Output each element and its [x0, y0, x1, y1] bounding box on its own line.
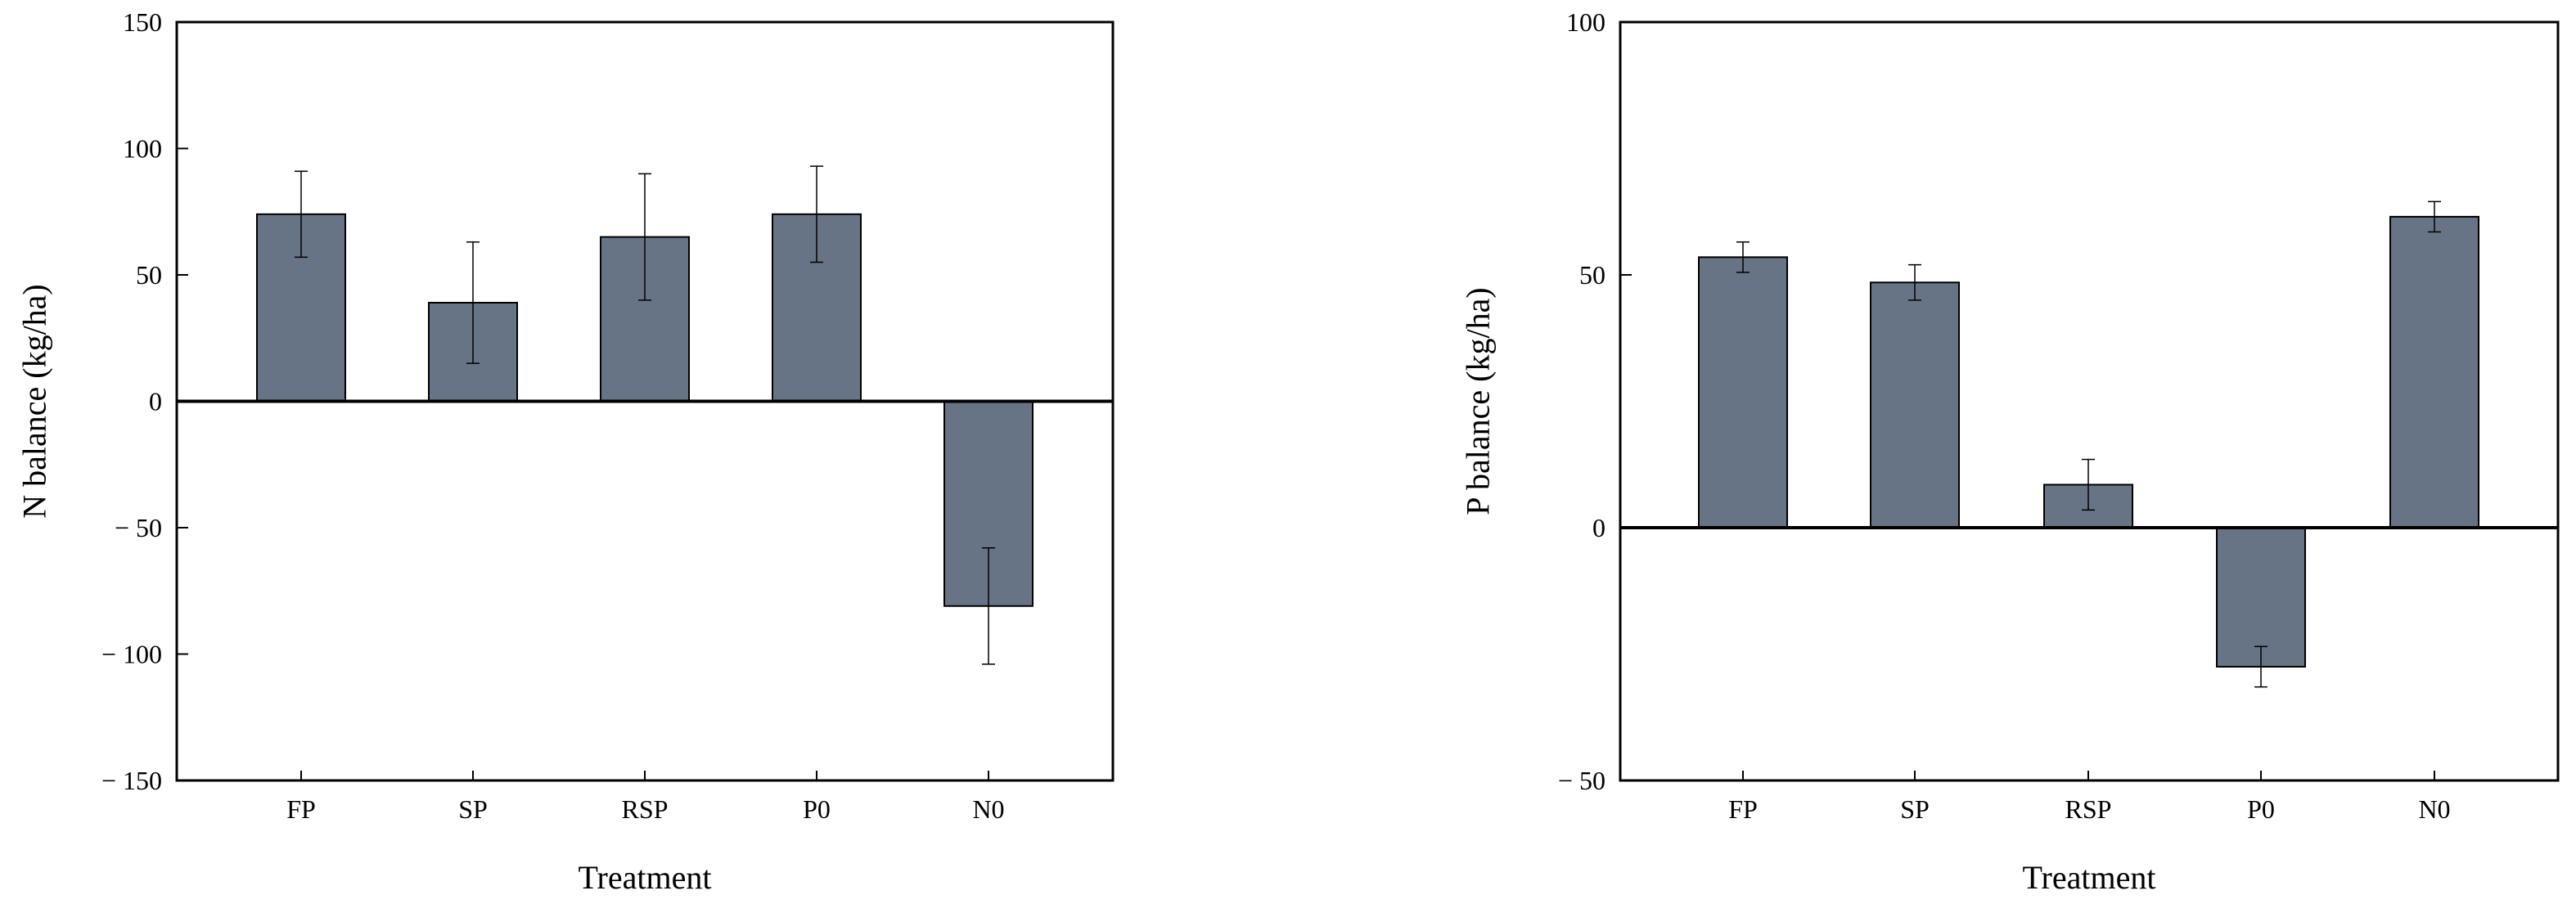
error-bar-sp — [1908, 263, 1921, 301]
error-bar-rsp — [638, 173, 651, 301]
p-balance-chart: FP SP RSP P0 N0 100 50 0 − 50 Treatment P balance … — [1460, 7, 2560, 896]
y-tick-label: 50 — [1579, 260, 1605, 290]
y-tick-label: 0 — [149, 387, 162, 416]
error-bar-rsp — [2082, 458, 2095, 511]
x-tick-label-p0: P0 — [2247, 794, 2275, 824]
x-tick-label-rsp: RSP — [2065, 794, 2112, 824]
y-tick-label: 100 — [123, 134, 162, 164]
x-tick-label-p0: P0 — [803, 794, 831, 824]
error-bar-p0 — [2254, 645, 2268, 688]
x-tick-label-n0: N0 — [972, 794, 1004, 824]
bar-sp — [1870, 281, 1960, 528]
y-tick-label: − 100 — [101, 640, 162, 669]
x-tick-label-fp: FP — [286, 794, 316, 824]
x-tick-label-fp: FP — [1728, 794, 1758, 824]
y-tick-label: − 50 — [115, 513, 162, 542]
x-tick-label-n0: N0 — [2418, 794, 2450, 824]
error-bar-n0 — [982, 546, 995, 665]
x-tick-label-sp: SP — [1900, 794, 1930, 824]
n-balance-chart: FP SP RSP P0 N0 150 100 50 0 − 50 − 100 − 150 Treatm… — [16, 7, 1115, 896]
y-tick-label: − 50 — [1558, 766, 1605, 795]
error-bar-sp — [466, 241, 480, 364]
y-tick-label: − 150 — [101, 766, 162, 795]
y-tick-label: 150 — [123, 7, 162, 37]
plot-frame — [1619, 20, 2560, 782]
y-axis-title: N balance (kg/ha) — [16, 284, 53, 519]
error-bar-n0 — [2428, 200, 2441, 233]
error-bar-p0 — [810, 165, 823, 263]
x-tick-label-rsp: RSP — [622, 794, 669, 824]
y-axis-title: P balance (kg/ha) — [1460, 287, 1497, 515]
x-tick-label-sp: SP — [458, 794, 488, 824]
bar-fp — [1698, 256, 1788, 528]
bar-n0 — [2389, 215, 2479, 528]
error-bar-fp — [1736, 241, 1750, 273]
error-bar-fp — [295, 170, 308, 259]
x-axis-title: Treatment — [579, 859, 712, 896]
y-tick-label: 50 — [136, 260, 162, 290]
y-tick-label: 100 — [1566, 7, 1605, 37]
bar-p0 — [2216, 527, 2306, 668]
y-tick-label: 0 — [1592, 513, 1605, 542]
x-axis-title: Treatment — [2023, 859, 2156, 896]
